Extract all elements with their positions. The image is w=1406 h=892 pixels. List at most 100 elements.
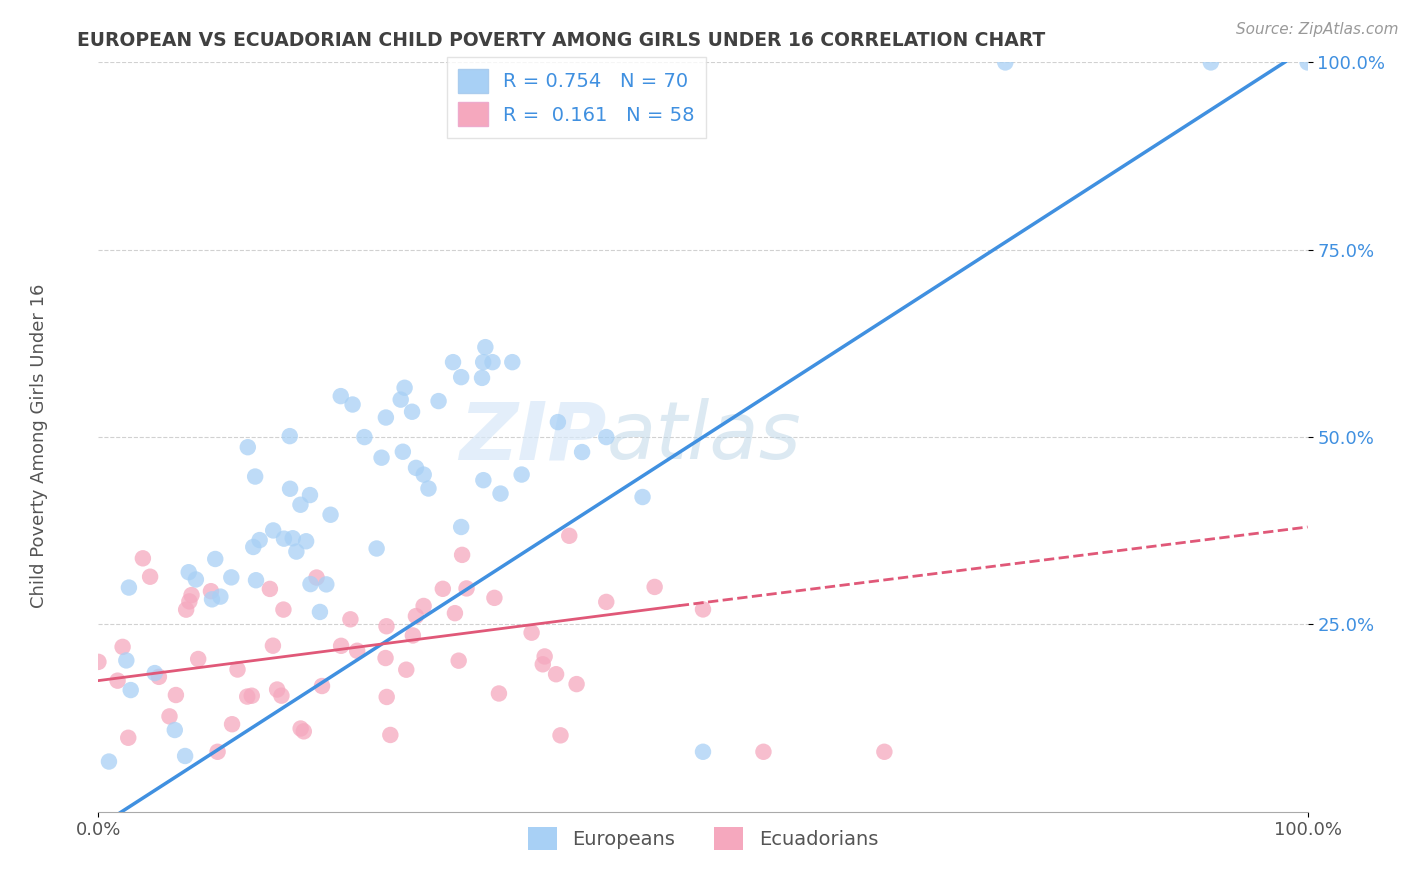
Point: [290, 498, 312, 512]
Point: [644, 580, 666, 594]
Point: [752, 745, 775, 759]
Point: [444, 606, 467, 620]
Point: [402, 628, 425, 642]
Point: [236, 690, 259, 704]
Point: [533, 649, 555, 664]
Point: [298, 488, 321, 502]
Point: [531, 657, 554, 672]
Point: [456, 582, 478, 596]
Point: [165, 688, 187, 702]
Point: [262, 524, 284, 538]
Point: [236, 440, 259, 454]
Point: [180, 588, 202, 602]
Point: [278, 482, 301, 496]
Point: [159, 709, 181, 723]
Point: [107, 673, 129, 688]
Point: [346, 644, 368, 658]
Point: [281, 531, 304, 545]
Point: [249, 533, 271, 547]
Point: [1296, 55, 1319, 70]
Point: [471, 371, 494, 385]
Legend: Europeans, Ecuadorians: Europeans, Ecuadorians: [520, 819, 886, 858]
Point: [240, 689, 263, 703]
Point: [405, 461, 427, 475]
Point: [299, 577, 322, 591]
Point: [111, 640, 134, 654]
Point: [273, 532, 295, 546]
Point: [200, 584, 222, 599]
Point: [405, 609, 427, 624]
Point: [270, 689, 292, 703]
Point: [489, 486, 512, 500]
Text: atlas: atlas: [606, 398, 801, 476]
Point: [481, 355, 503, 369]
Point: [450, 370, 472, 384]
Point: [401, 405, 423, 419]
Text: ZIP: ZIP: [458, 398, 606, 476]
Point: [441, 355, 464, 369]
Point: [427, 394, 450, 409]
Point: [418, 482, 440, 496]
Point: [285, 544, 308, 558]
Point: [339, 612, 361, 626]
Text: Child Poverty Among Girls Under 16: Child Poverty Among Girls Under 16: [31, 284, 48, 608]
Point: [221, 717, 243, 731]
Point: [474, 340, 496, 354]
Point: [353, 430, 375, 444]
Point: [120, 683, 142, 698]
Point: [1199, 55, 1222, 70]
Point: [484, 591, 506, 605]
Point: [266, 682, 288, 697]
Point: [450, 520, 472, 534]
Point: [226, 663, 249, 677]
Point: [179, 594, 201, 608]
Point: [184, 573, 207, 587]
Point: [259, 582, 281, 596]
Point: [243, 469, 266, 483]
Point: [447, 654, 470, 668]
Point: [692, 745, 714, 759]
Point: [631, 490, 654, 504]
Point: [547, 415, 569, 429]
Point: [389, 392, 412, 407]
Point: [115, 653, 138, 667]
Point: [342, 397, 364, 411]
Text: EUROPEAN VS ECUADORIAN CHILD POVERTY AMONG GIRLS UNDER 16 CORRELATION CHART: EUROPEAN VS ECUADORIAN CHILD POVERTY AMO…: [77, 31, 1046, 50]
Point: [595, 430, 617, 444]
Point: [315, 577, 337, 591]
Point: [380, 728, 402, 742]
Point: [290, 722, 312, 736]
Point: [432, 582, 454, 596]
Point: [305, 570, 328, 584]
Point: [311, 679, 333, 693]
Point: [139, 570, 162, 584]
Point: [278, 429, 301, 443]
Point: [295, 534, 318, 549]
Text: Source: ZipAtlas.com: Source: ZipAtlas.com: [1236, 22, 1399, 37]
Point: [309, 605, 332, 619]
Point: [375, 619, 398, 633]
Point: [565, 677, 588, 691]
Point: [163, 723, 186, 737]
Point: [501, 355, 523, 369]
Point: [201, 592, 224, 607]
Point: [132, 551, 155, 566]
Point: [546, 667, 568, 681]
Point: [550, 728, 572, 742]
Point: [374, 410, 396, 425]
Point: [329, 389, 352, 403]
Point: [174, 602, 197, 616]
Point: [242, 540, 264, 554]
Point: [262, 639, 284, 653]
Point: [488, 686, 510, 700]
Point: [117, 731, 139, 745]
Point: [692, 602, 714, 616]
Point: [97, 755, 120, 769]
Point: [273, 602, 295, 616]
Point: [520, 625, 543, 640]
Point: [375, 690, 398, 704]
Point: [558, 529, 581, 543]
Point: [209, 590, 232, 604]
Point: [221, 570, 243, 584]
Point: [245, 573, 267, 587]
